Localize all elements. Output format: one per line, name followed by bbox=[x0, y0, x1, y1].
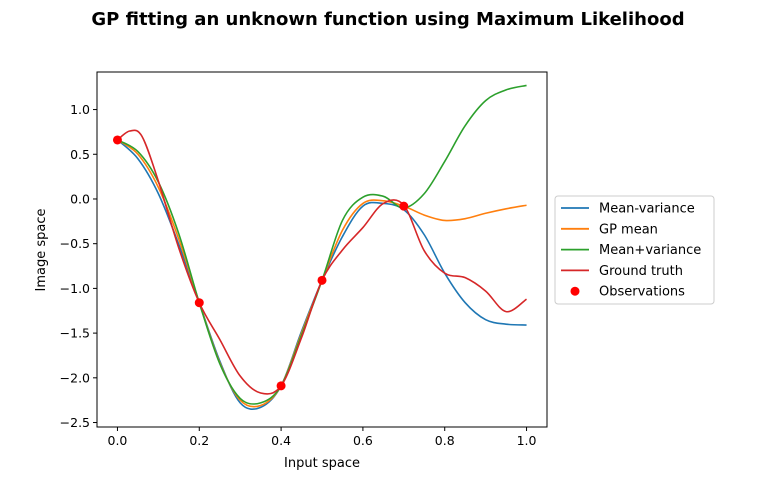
legend-label: Mean+variance bbox=[599, 243, 701, 258]
x-axis-label: Input space bbox=[284, 456, 360, 471]
series-line-1 bbox=[116, 139, 527, 408]
x-tick-label: 0.4 bbox=[271, 433, 291, 448]
series-line-3 bbox=[116, 129, 528, 395]
y-axis-label: Image space bbox=[34, 209, 49, 292]
x-tick-label: 0.6 bbox=[353, 433, 373, 448]
legend-label: Mean-variance bbox=[599, 202, 695, 217]
x-tick-label: 1.0 bbox=[517, 433, 537, 448]
observation-point bbox=[194, 298, 204, 308]
legend-box bbox=[554, 195, 715, 305]
legend-label: Observations bbox=[599, 285, 685, 300]
y-tick-label: −0.5 bbox=[60, 236, 90, 251]
observation-point bbox=[112, 135, 122, 145]
legend-label: GP mean bbox=[599, 222, 658, 237]
y-tick-label: −2.0 bbox=[60, 370, 90, 385]
y-tick-label: −2.5 bbox=[60, 415, 90, 430]
chart-title: GP fitting an unknown function using Max… bbox=[91, 9, 684, 30]
x-tick-label: 0.2 bbox=[189, 433, 209, 448]
plot-area: 0.0 0.2 0.4 0.6 0.8 1.0 −2.5 −2.0 −1.5 −1.0 −0.5 0.… bbox=[60, 71, 548, 448]
series-line-0 bbox=[116, 139, 527, 411]
observation-point bbox=[399, 201, 409, 211]
observation-point bbox=[276, 381, 286, 391]
axes-frame bbox=[96, 71, 548, 428]
y-tick-label: 0.0 bbox=[70, 191, 90, 206]
y-tick-label: 0.5 bbox=[70, 147, 90, 162]
x-tick-label: 0.0 bbox=[108, 433, 128, 448]
x-tick-label: 0.8 bbox=[435, 433, 455, 448]
y-tick-label: 1.0 bbox=[70, 102, 90, 117]
legend-marker bbox=[570, 286, 580, 296]
legend: Mean-variance GP mean Mean+variance Ground … bbox=[554, 195, 715, 305]
legend-label: Ground truth bbox=[599, 264, 683, 279]
observation-point bbox=[317, 275, 327, 285]
y-tick-label: −1.5 bbox=[60, 326, 90, 341]
y-tick-label: −1.0 bbox=[60, 281, 90, 296]
